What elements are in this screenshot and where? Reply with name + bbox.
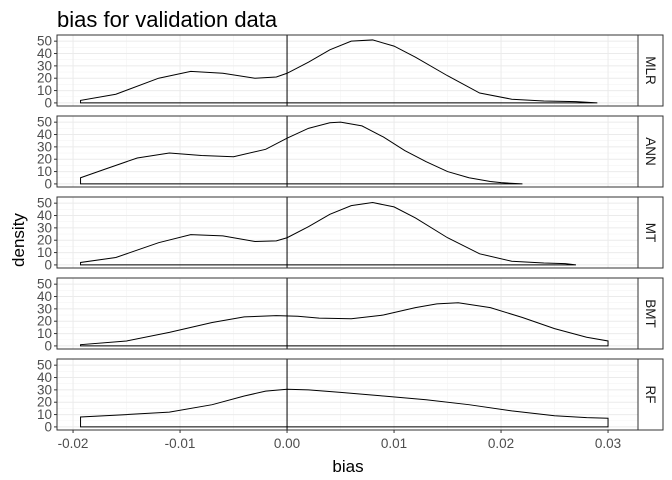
facet-label-ann: ANN bbox=[643, 137, 658, 166]
y-tick-label: 0 bbox=[44, 419, 52, 434]
y-tick-label: 20 bbox=[37, 395, 52, 410]
y-tick-label: 0 bbox=[44, 338, 52, 353]
y-tick-label: 0 bbox=[44, 95, 52, 110]
chart-title: bias for validation data bbox=[57, 7, 278, 32]
y-tick-label: 40 bbox=[37, 127, 52, 142]
y-tick-label: 30 bbox=[37, 220, 52, 235]
panel-border bbox=[56, 277, 639, 350]
density-curve-bmt bbox=[80, 302, 609, 347]
x-axis-title: bias bbox=[332, 457, 363, 476]
density-curve-ann bbox=[80, 121, 523, 185]
y-tick-label: 30 bbox=[37, 58, 52, 73]
facet-strip bbox=[637, 277, 664, 350]
y-tick-label: 10 bbox=[37, 407, 52, 422]
y-tick-label: 10 bbox=[37, 326, 52, 341]
y-tick-label: 40 bbox=[37, 370, 52, 385]
y-tick-label: 50 bbox=[37, 358, 52, 373]
y-axis-title: density bbox=[9, 213, 28, 267]
x-tick-label: 0.02 bbox=[488, 436, 514, 451]
density-curve-mt bbox=[80, 202, 576, 266]
y-tick-label: 50 bbox=[37, 34, 52, 49]
panel-border bbox=[56, 358, 639, 431]
facet-strip bbox=[637, 358, 664, 431]
y-tick-label: 20 bbox=[37, 233, 52, 248]
y-tick-label: 10 bbox=[37, 164, 52, 179]
y-tick-label: 10 bbox=[37, 245, 52, 260]
x-tick-label: -0.01 bbox=[165, 436, 196, 451]
panel-border bbox=[56, 34, 639, 107]
density-curve-rf bbox=[80, 388, 609, 428]
facet-panels: 01020304050MLR01020304050ANN01020304050M… bbox=[37, 34, 664, 434]
y-tick-label: 20 bbox=[37, 152, 52, 167]
x-tick-label: -0.02 bbox=[58, 436, 89, 451]
facet-label-mlr: MLR bbox=[643, 56, 658, 85]
y-tick-label: 40 bbox=[37, 46, 52, 61]
x-tick-label: 0.00 bbox=[274, 436, 300, 451]
facet-strip bbox=[637, 196, 664, 269]
facet-label-bmt: BMT bbox=[643, 299, 658, 328]
density-curve-mlr bbox=[80, 39, 598, 104]
facet-label-mt: MT bbox=[643, 223, 658, 243]
y-tick-label: 40 bbox=[37, 208, 52, 223]
x-tick-label: 0.01 bbox=[381, 436, 407, 451]
x-tick-label: 0.03 bbox=[595, 436, 621, 451]
y-tick-label: 20 bbox=[37, 314, 52, 329]
y-tick-label: 30 bbox=[37, 301, 52, 316]
y-tick-label: 50 bbox=[37, 115, 52, 130]
x-axis: -0.02 -0.01 0.00 0.01 0.02 0.03 bbox=[58, 430, 621, 451]
facet-strip bbox=[637, 115, 664, 188]
y-tick-label: 30 bbox=[37, 382, 52, 397]
panel-border bbox=[56, 115, 639, 188]
y-tick-label: 50 bbox=[37, 196, 52, 211]
y-tick-label: 50 bbox=[37, 277, 52, 292]
facet-strip bbox=[637, 34, 664, 107]
y-tick-label: 40 bbox=[37, 289, 52, 304]
y-tick-label: 0 bbox=[44, 176, 52, 191]
y-tick-label: 30 bbox=[37, 139, 52, 154]
y-tick-label: 20 bbox=[37, 71, 52, 86]
y-tick-label: 0 bbox=[44, 257, 52, 272]
facet-label-rf: RF bbox=[643, 386, 658, 404]
y-tick-label: 10 bbox=[37, 83, 52, 98]
